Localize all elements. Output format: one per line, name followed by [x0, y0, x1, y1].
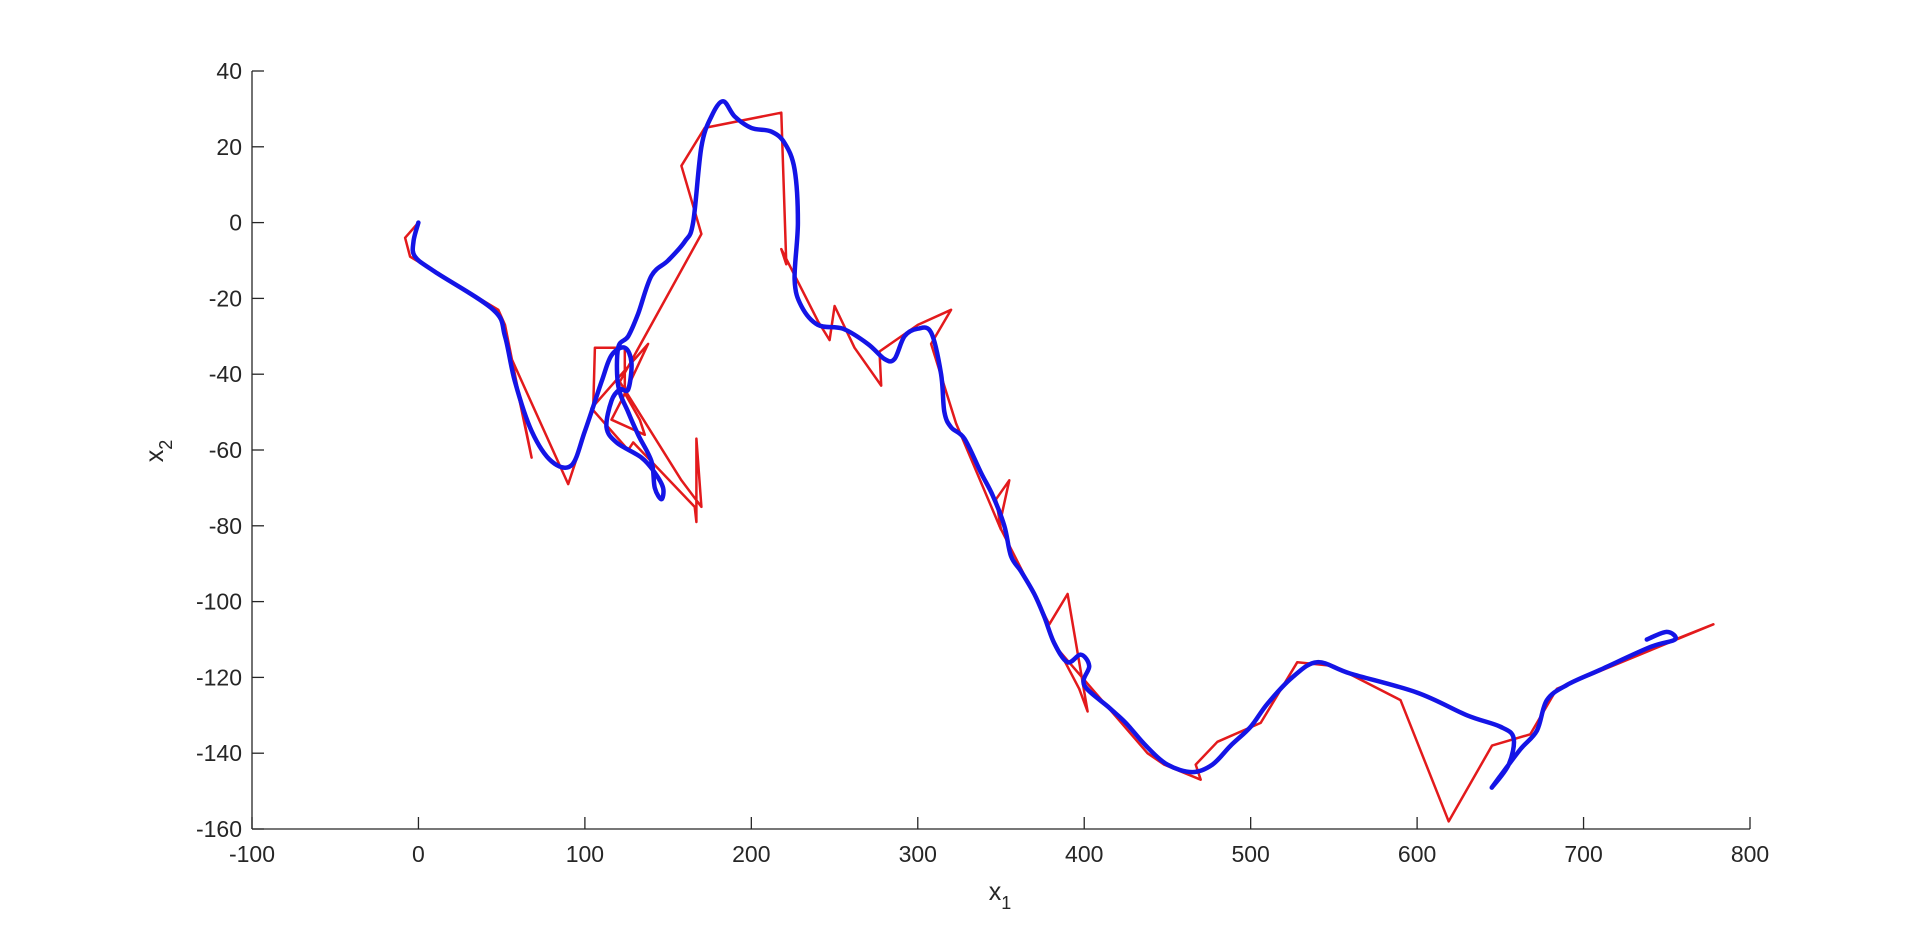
x-tick-label: 200	[732, 841, 770, 867]
y-tick-label: -20	[209, 285, 242, 311]
data-layer	[403, 99, 1715, 823]
x-tick-label: 100	[566, 841, 604, 867]
ticks-layer: -100 0 100 200 300 400 500 600 700 800-160-140-12…	[196, 58, 1769, 867]
x-tick-label: 0	[412, 841, 425, 867]
y-tick-label: 0	[229, 210, 242, 236]
y-tick-label: -40	[209, 361, 242, 387]
y-axis-label-group: x2	[141, 440, 176, 463]
x-tick-label: -100	[229, 841, 275, 867]
y-tick-label: 40	[216, 58, 242, 84]
y-tick-label: -140	[196, 740, 242, 766]
x-axis-label-subscript: 1	[1001, 893, 1011, 913]
series-line-1	[403, 111, 1715, 823]
y-tick-label: -120	[196, 664, 242, 690]
y-axis-label: x2	[141, 440, 176, 463]
series-line-2	[410, 99, 1678, 790]
y-tick-label: -160	[196, 816, 242, 842]
x-tick-label: 300	[899, 841, 937, 867]
y-axis-label-subscript: 2	[156, 440, 176, 450]
y-tick-label: -100	[196, 589, 242, 615]
y-tick-label: -60	[209, 437, 242, 463]
y-tick-label: 20	[216, 134, 242, 160]
x-tick-label: 600	[1398, 841, 1436, 867]
x-tick-label: 500	[1231, 841, 1269, 867]
x-axis-label: x1	[989, 878, 1012, 913]
x-tick-label: 400	[1065, 841, 1103, 867]
x-tick-label: 700	[1564, 841, 1602, 867]
y-tick-label: -80	[209, 513, 242, 539]
x-tick-label: 800	[1731, 841, 1769, 867]
